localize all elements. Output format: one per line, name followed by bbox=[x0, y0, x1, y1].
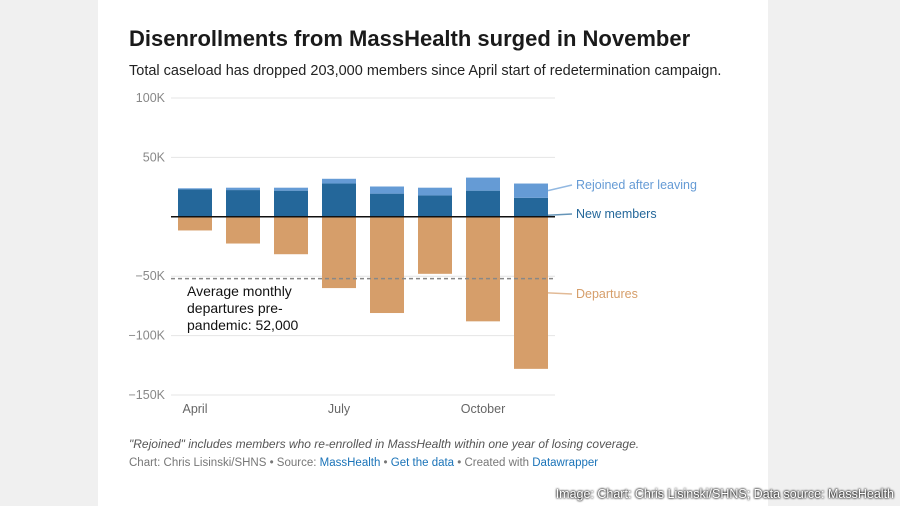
datawrapper-link[interactable]: Datawrapper bbox=[532, 457, 599, 469]
footnote: "Rejoined" includes members who re-enrol… bbox=[129, 437, 640, 451]
legend-connector bbox=[547, 292, 573, 295]
credit-text: Chart: Chris Lisinski/SHNS • Source: bbox=[129, 457, 320, 469]
bar-departures bbox=[274, 216, 308, 255]
bar-departures bbox=[226, 216, 260, 244]
bar-departures bbox=[322, 216, 356, 289]
x-tick-label: October bbox=[461, 402, 505, 416]
legend-connector bbox=[547, 213, 573, 217]
bar-rejoined bbox=[226, 187, 260, 191]
source-link[interactable]: MassHealth bbox=[319, 457, 381, 469]
y-tick-label: −50K bbox=[135, 269, 165, 283]
legend-connector bbox=[547, 184, 573, 192]
bar-new-members bbox=[322, 183, 356, 217]
bar-new-members bbox=[418, 195, 452, 217]
x-tick-label: July bbox=[328, 402, 351, 416]
chart-subtitle: Total caseload has dropped 203,000 membe… bbox=[129, 63, 722, 79]
image-credit: Image: Chart: Chris Lisinski/SHNS; Data … bbox=[555, 487, 894, 501]
bar-new-members bbox=[274, 190, 308, 217]
get-data-link[interactable]: Get the data bbox=[390, 457, 455, 469]
bar-departures bbox=[178, 216, 212, 231]
bar-departures bbox=[370, 216, 404, 314]
bar-departures bbox=[514, 216, 548, 369]
chart-title: Disenrollments from MassHealth surged in… bbox=[129, 26, 691, 51]
bar-rejoined bbox=[322, 178, 356, 184]
x-tick-label: April bbox=[182, 402, 207, 416]
bar-new-members bbox=[226, 190, 260, 217]
y-tick-label: 100K bbox=[136, 91, 166, 105]
bar-new-members bbox=[466, 190, 500, 217]
bar-rejoined bbox=[418, 187, 452, 196]
bar-new-members bbox=[178, 189, 212, 217]
reference-line-label: Average monthly departures pre-pandemic:… bbox=[187, 283, 299, 333]
credits: Chart: Chris Lisinski/SHNS • Source: Mas… bbox=[129, 457, 598, 469]
legend-label: Rejoined after leaving bbox=[576, 178, 697, 192]
y-tick-label: −150K bbox=[129, 388, 166, 402]
legend-label: New members bbox=[576, 207, 657, 221]
bar-rejoined bbox=[514, 183, 548, 198]
bar-departures bbox=[466, 216, 500, 322]
bar-rejoined bbox=[466, 177, 500, 191]
bar-new-members bbox=[370, 193, 404, 217]
bar-departures bbox=[418, 216, 452, 274]
y-tick-label: 50K bbox=[143, 150, 166, 164]
separator: • bbox=[380, 457, 391, 469]
bar-new-members bbox=[514, 197, 548, 217]
y-tick-label: −100K bbox=[129, 329, 166, 343]
legend-label: Departures bbox=[576, 287, 638, 301]
bar-rejoined bbox=[370, 186, 404, 194]
created-with-text: • Created with bbox=[454, 457, 533, 469]
bar-rejoined bbox=[178, 188, 212, 190]
bar-rejoined bbox=[274, 187, 308, 191]
